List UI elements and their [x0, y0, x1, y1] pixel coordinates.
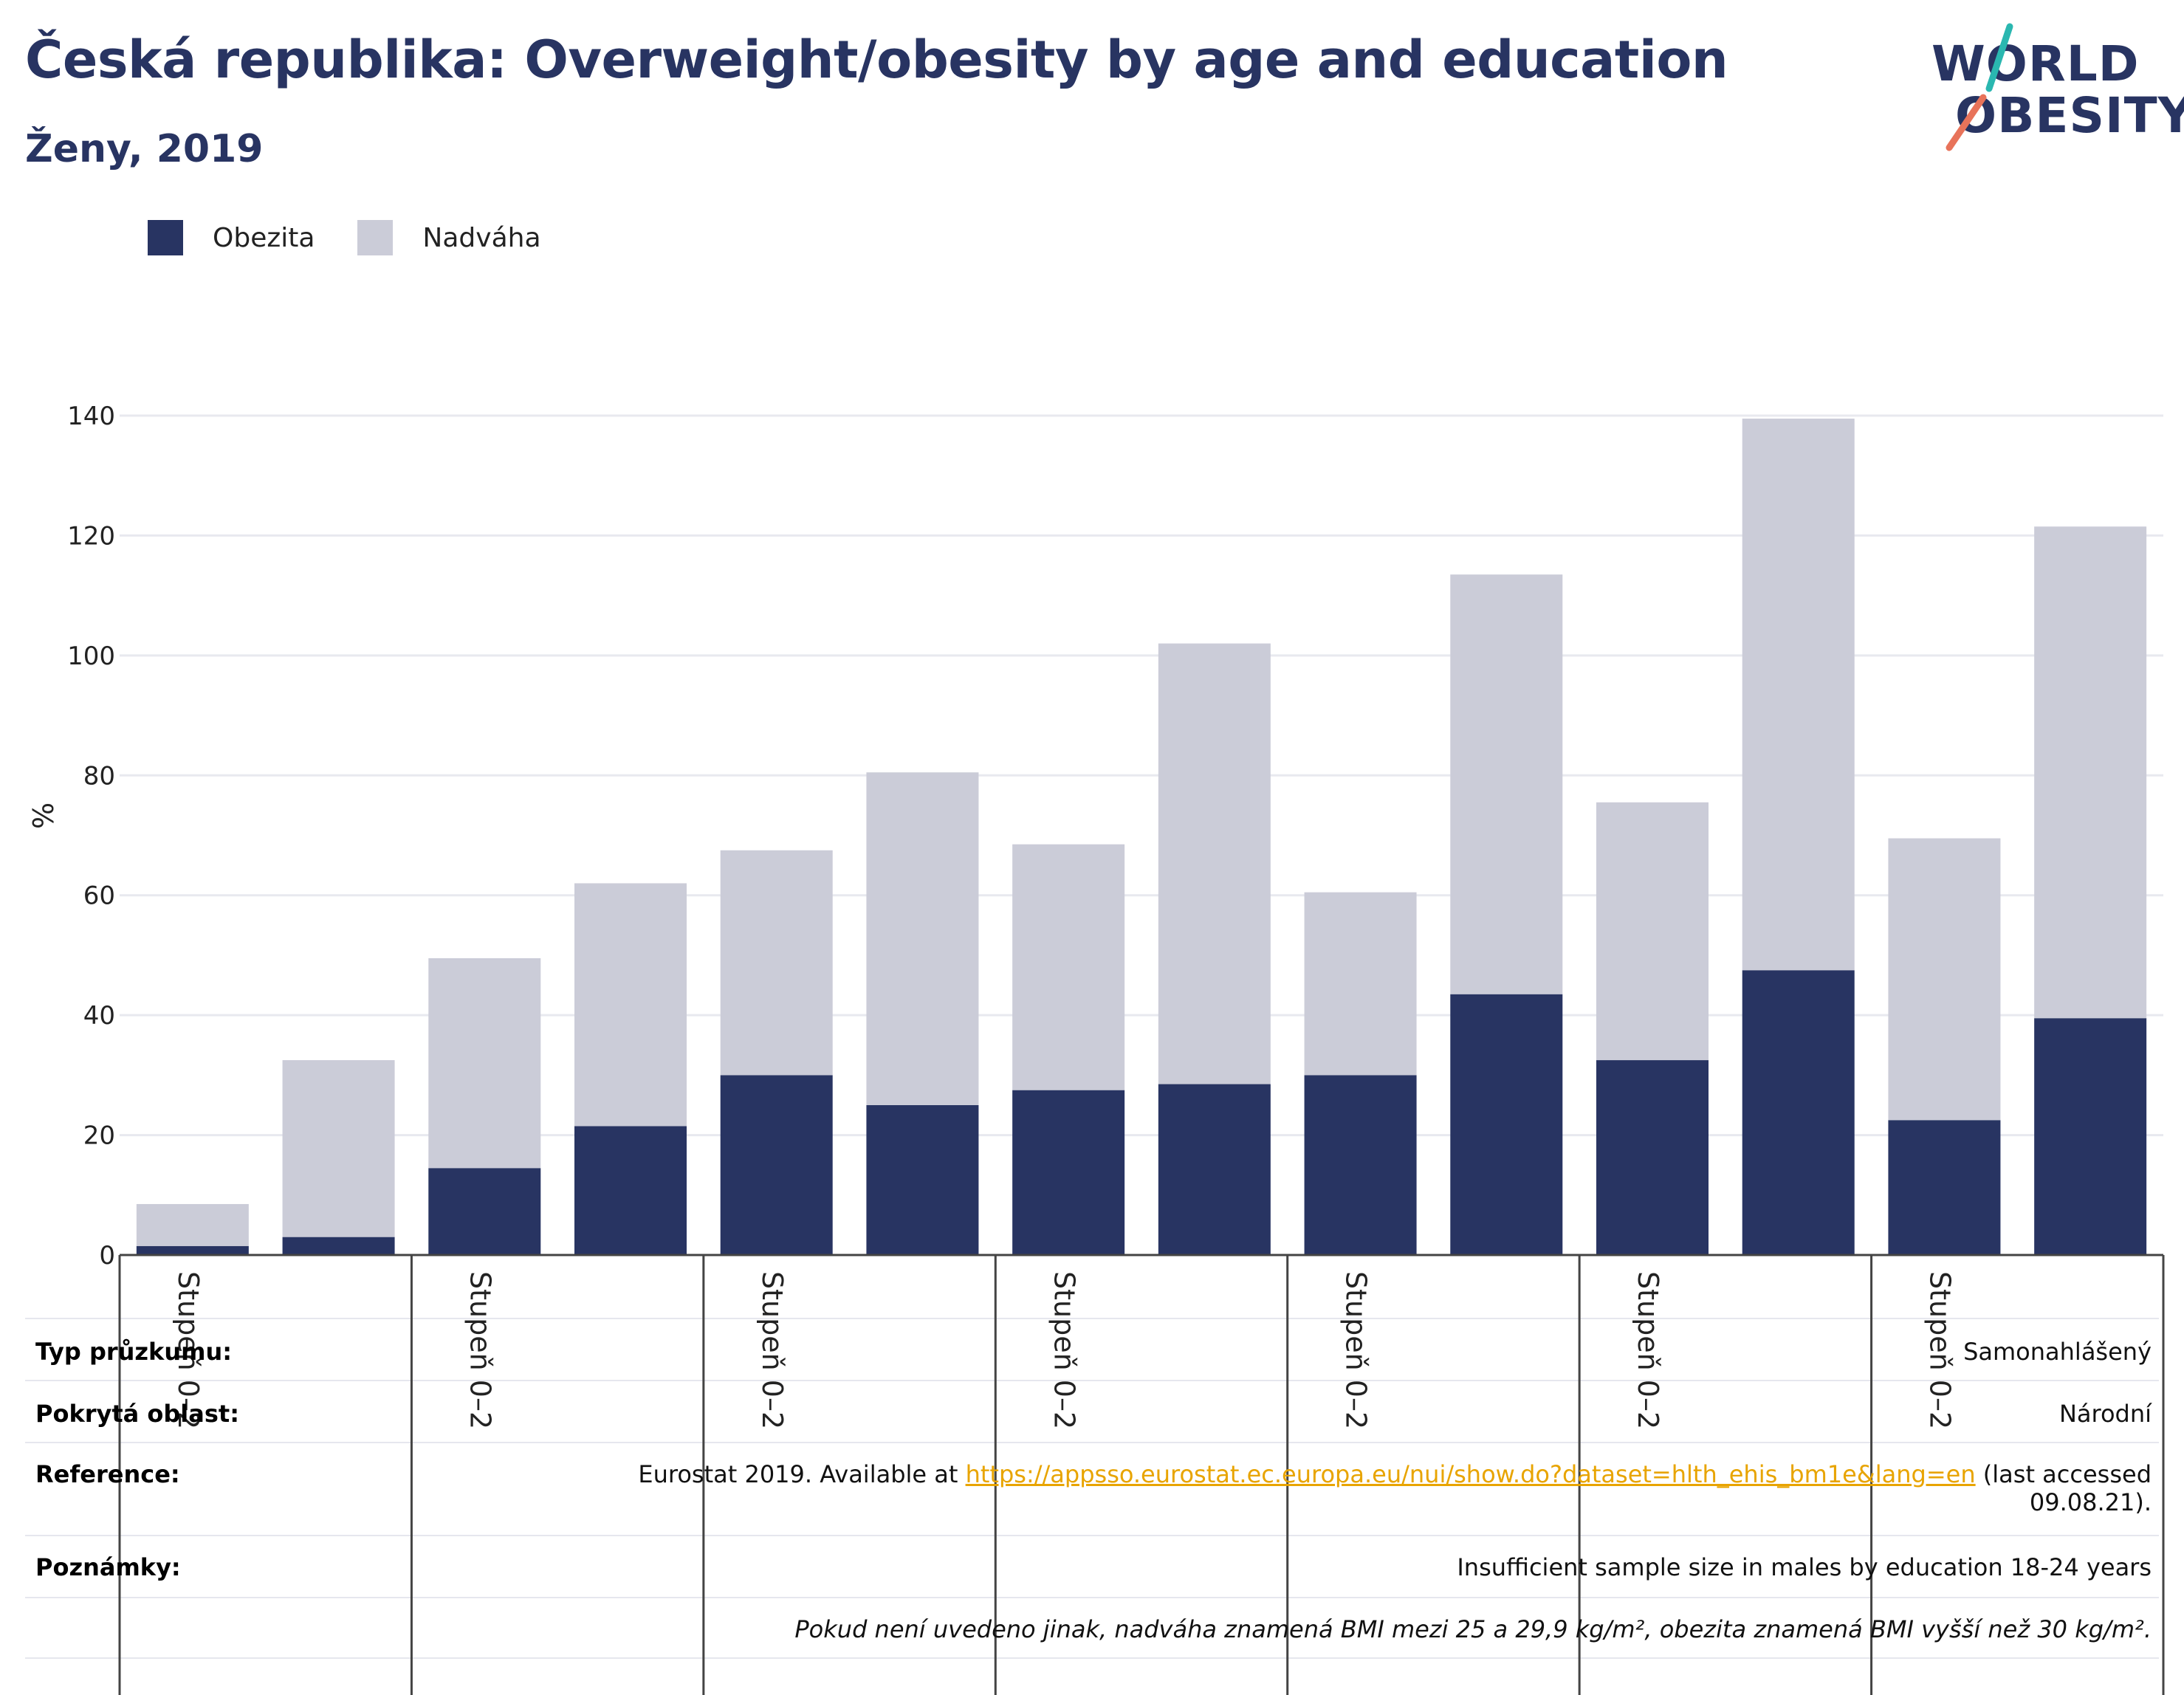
bar-nadvaha[interactable]	[1596, 802, 1709, 1061]
reference-value: Eurostat 2019. Available at https://apps…	[638, 1460, 2152, 1516]
bar-nadvaha[interactable]	[136, 1203, 249, 1246]
world-obesity-logo: WORLD OBESITY	[1927, 21, 2184, 161]
page-subtitle: Ženy, 2019	[25, 127, 264, 171]
group-label: Stupeň 0–2	[1924, 1271, 1957, 1429]
bar-obezita[interactable]	[2034, 1018, 2147, 1255]
legend-swatch-obezita	[148, 220, 183, 255]
y-tick-label: 0	[99, 1241, 115, 1271]
bar-nadvaha[interactable]	[1888, 838, 2001, 1121]
logo-word-1: WORLD	[1931, 35, 2140, 92]
bar-nadvaha[interactable]	[282, 1060, 395, 1237]
chart-legend: Obezita Nadváha	[148, 220, 584, 255]
bar-obezita[interactable]	[1158, 1084, 1271, 1255]
bar-obezita[interactable]	[1012, 1090, 1125, 1255]
y-tick-label: 80	[83, 761, 115, 791]
group-label: Stupeň 0–2	[756, 1271, 789, 1429]
reference-prefix: Eurostat 2019. Available at	[638, 1460, 958, 1488]
group-label: Stupeň 0–2	[1048, 1271, 1080, 1429]
bar-nadvaha[interactable]	[1742, 419, 1855, 971]
bar-obezita[interactable]	[574, 1126, 687, 1255]
logo-slash-icon	[1946, 23, 2013, 151]
y-tick-label: 60	[83, 881, 115, 911]
definition-note: Pokud není uvedeno jinak, nadváha znamen…	[794, 1615, 2152, 1643]
bar-obezita[interactable]	[1304, 1075, 1417, 1255]
bar-nadvaha[interactable]	[574, 883, 687, 1127]
bar-nadvaha[interactable]	[428, 957, 541, 1169]
bar-obezita[interactable]	[866, 1104, 979, 1255]
bar-nadvaha[interactable]	[2034, 526, 2147, 1019]
bar-obezita[interactable]	[1742, 970, 1855, 1255]
bar-obezita[interactable]	[720, 1075, 833, 1255]
y-tick-label: 100	[67, 642, 115, 671]
legend-item-obezita[interactable]: Obezita	[148, 220, 315, 255]
group-label: Stupeň 0–2	[1632, 1271, 1664, 1429]
bar-nadvaha[interactable]	[1304, 892, 1417, 1076]
y-tick-label: 40	[83, 1001, 115, 1031]
group-label: Stupeň 0–2	[1340, 1271, 1373, 1429]
notes-value: Insufficient sample size in males by edu…	[1457, 1553, 2152, 1581]
bar-obezita[interactable]	[1888, 1120, 2001, 1255]
y-tick-label: 20	[83, 1121, 115, 1151]
reference-suffix: (last accessed	[1982, 1460, 2152, 1488]
survey-type-label: Typ průzkumu:	[35, 1338, 233, 1366]
logo-word-2: OBESITY	[1955, 87, 2184, 144]
coverage-label: Pokrytá oblast:	[35, 1400, 239, 1428]
bar-nadvaha[interactable]	[720, 850, 833, 1076]
group-label: Stupeň 0–2	[172, 1271, 205, 1429]
y-tick-label: 120	[67, 521, 115, 551]
bar-nadvaha[interactable]	[1012, 844, 1125, 1090]
legend-swatch-nadvaha	[357, 220, 394, 255]
legend-label-obezita: Obezita	[213, 222, 315, 253]
reference-label: Reference:	[35, 1460, 180, 1488]
bar-obezita[interactable]	[1596, 1060, 1709, 1255]
reference-link[interactable]: https://appsso.eurostat.ec.europa.eu/nui…	[965, 1460, 1976, 1488]
bar-nadvaha[interactable]	[1158, 643, 1271, 1084]
coverage-value: Národní	[2058, 1400, 2152, 1428]
bar-nadvaha[interactable]	[1450, 574, 1563, 994]
y-axis-label: %	[27, 802, 60, 829]
survey-type-value: Samonahlášený	[1963, 1338, 2152, 1366]
group-label: Stupeň 0–2	[464, 1271, 496, 1429]
notes-label: Poznámky:	[35, 1553, 181, 1581]
legend-label-nadvaha: Nadváha	[422, 222, 541, 253]
bar-nadvaha[interactable]	[866, 772, 979, 1105]
page-title: Česká republika: Overweight/obesity by a…	[25, 30, 1728, 90]
bar-obezita[interactable]	[428, 1168, 541, 1255]
bar-obezita[interactable]	[282, 1237, 395, 1255]
bar-obezita[interactable]	[1450, 994, 1563, 1255]
bar-obezita[interactable]	[136, 1245, 249, 1255]
legend-item-nadvaha[interactable]: Nadváha	[357, 220, 541, 255]
reference-date: 09.08.21).	[2029, 1488, 2152, 1516]
y-tick-label: 140	[67, 402, 115, 431]
